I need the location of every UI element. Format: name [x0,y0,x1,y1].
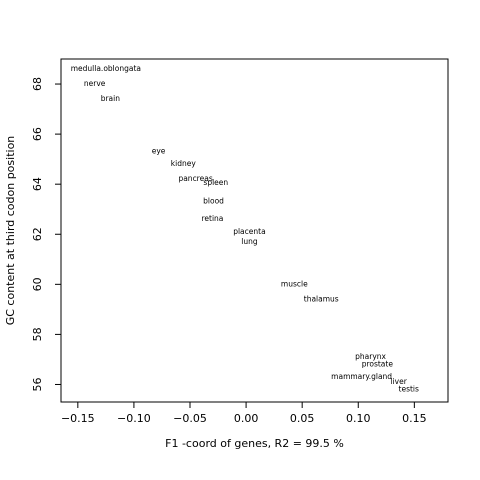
x-tick-label: 0.05 [290,412,315,425]
point-label-kidney: kidney [171,159,197,168]
point-label-retina: retina [201,214,223,223]
point-label-liver: liver [390,377,407,386]
point-label-lung: lung [241,237,258,246]
point-label-blood: blood [203,197,224,206]
y-tick-label: 68 [31,77,44,91]
point-label-mammary-gland: mammary.gland [331,372,392,381]
x-tick-label: 0.00 [234,412,259,425]
y-axis-title: GC content at third codon position [4,136,17,326]
x-tick-label: −0.05 [173,412,207,425]
y-axis: 56 58 60 62 64 66 68 [31,77,61,391]
y-tick-label: 56 [31,377,44,391]
point-label-spleen: spleen [203,178,228,187]
point-label-prostate: prostate [362,359,394,368]
point-label-nerve: nerve [84,79,106,88]
point-label-medulla-oblongata: medulla.oblongata [71,64,141,73]
x-tick-label: 0.10 [346,412,371,425]
y-tick-label: 60 [31,277,44,291]
x-tick-label: −0.15 [61,412,95,425]
point-label-muscle: muscle [281,279,308,288]
point-label-brain: brain [101,94,121,103]
y-tick-label: 64 [31,177,44,191]
x-axis: −0.15 −0.10 −0.05 0.00 0.05 0.10 0.15 [61,402,427,425]
point-label-thalamus: thalamus [304,294,339,303]
point-labels: medulla.oblongata nerve brain eye kidney panc… [71,64,419,393]
point-label-placenta: placenta [233,227,265,236]
point-label-eye: eye [152,147,166,156]
point-label-pancreas: pancreas [178,174,212,183]
x-axis-title: F1 -coord of genes, R2 = 99.5 % [165,437,344,450]
y-tick-label: 58 [31,327,44,341]
y-tick-label: 62 [31,227,44,241]
y-tick-label: 66 [31,127,44,141]
point-label-testis: testis [399,384,419,393]
point-label-pharynx: pharynx [355,352,386,361]
x-tick-label: −0.10 [117,412,151,425]
x-tick-label: 0.15 [402,412,427,425]
plot-frame [60,58,449,403]
